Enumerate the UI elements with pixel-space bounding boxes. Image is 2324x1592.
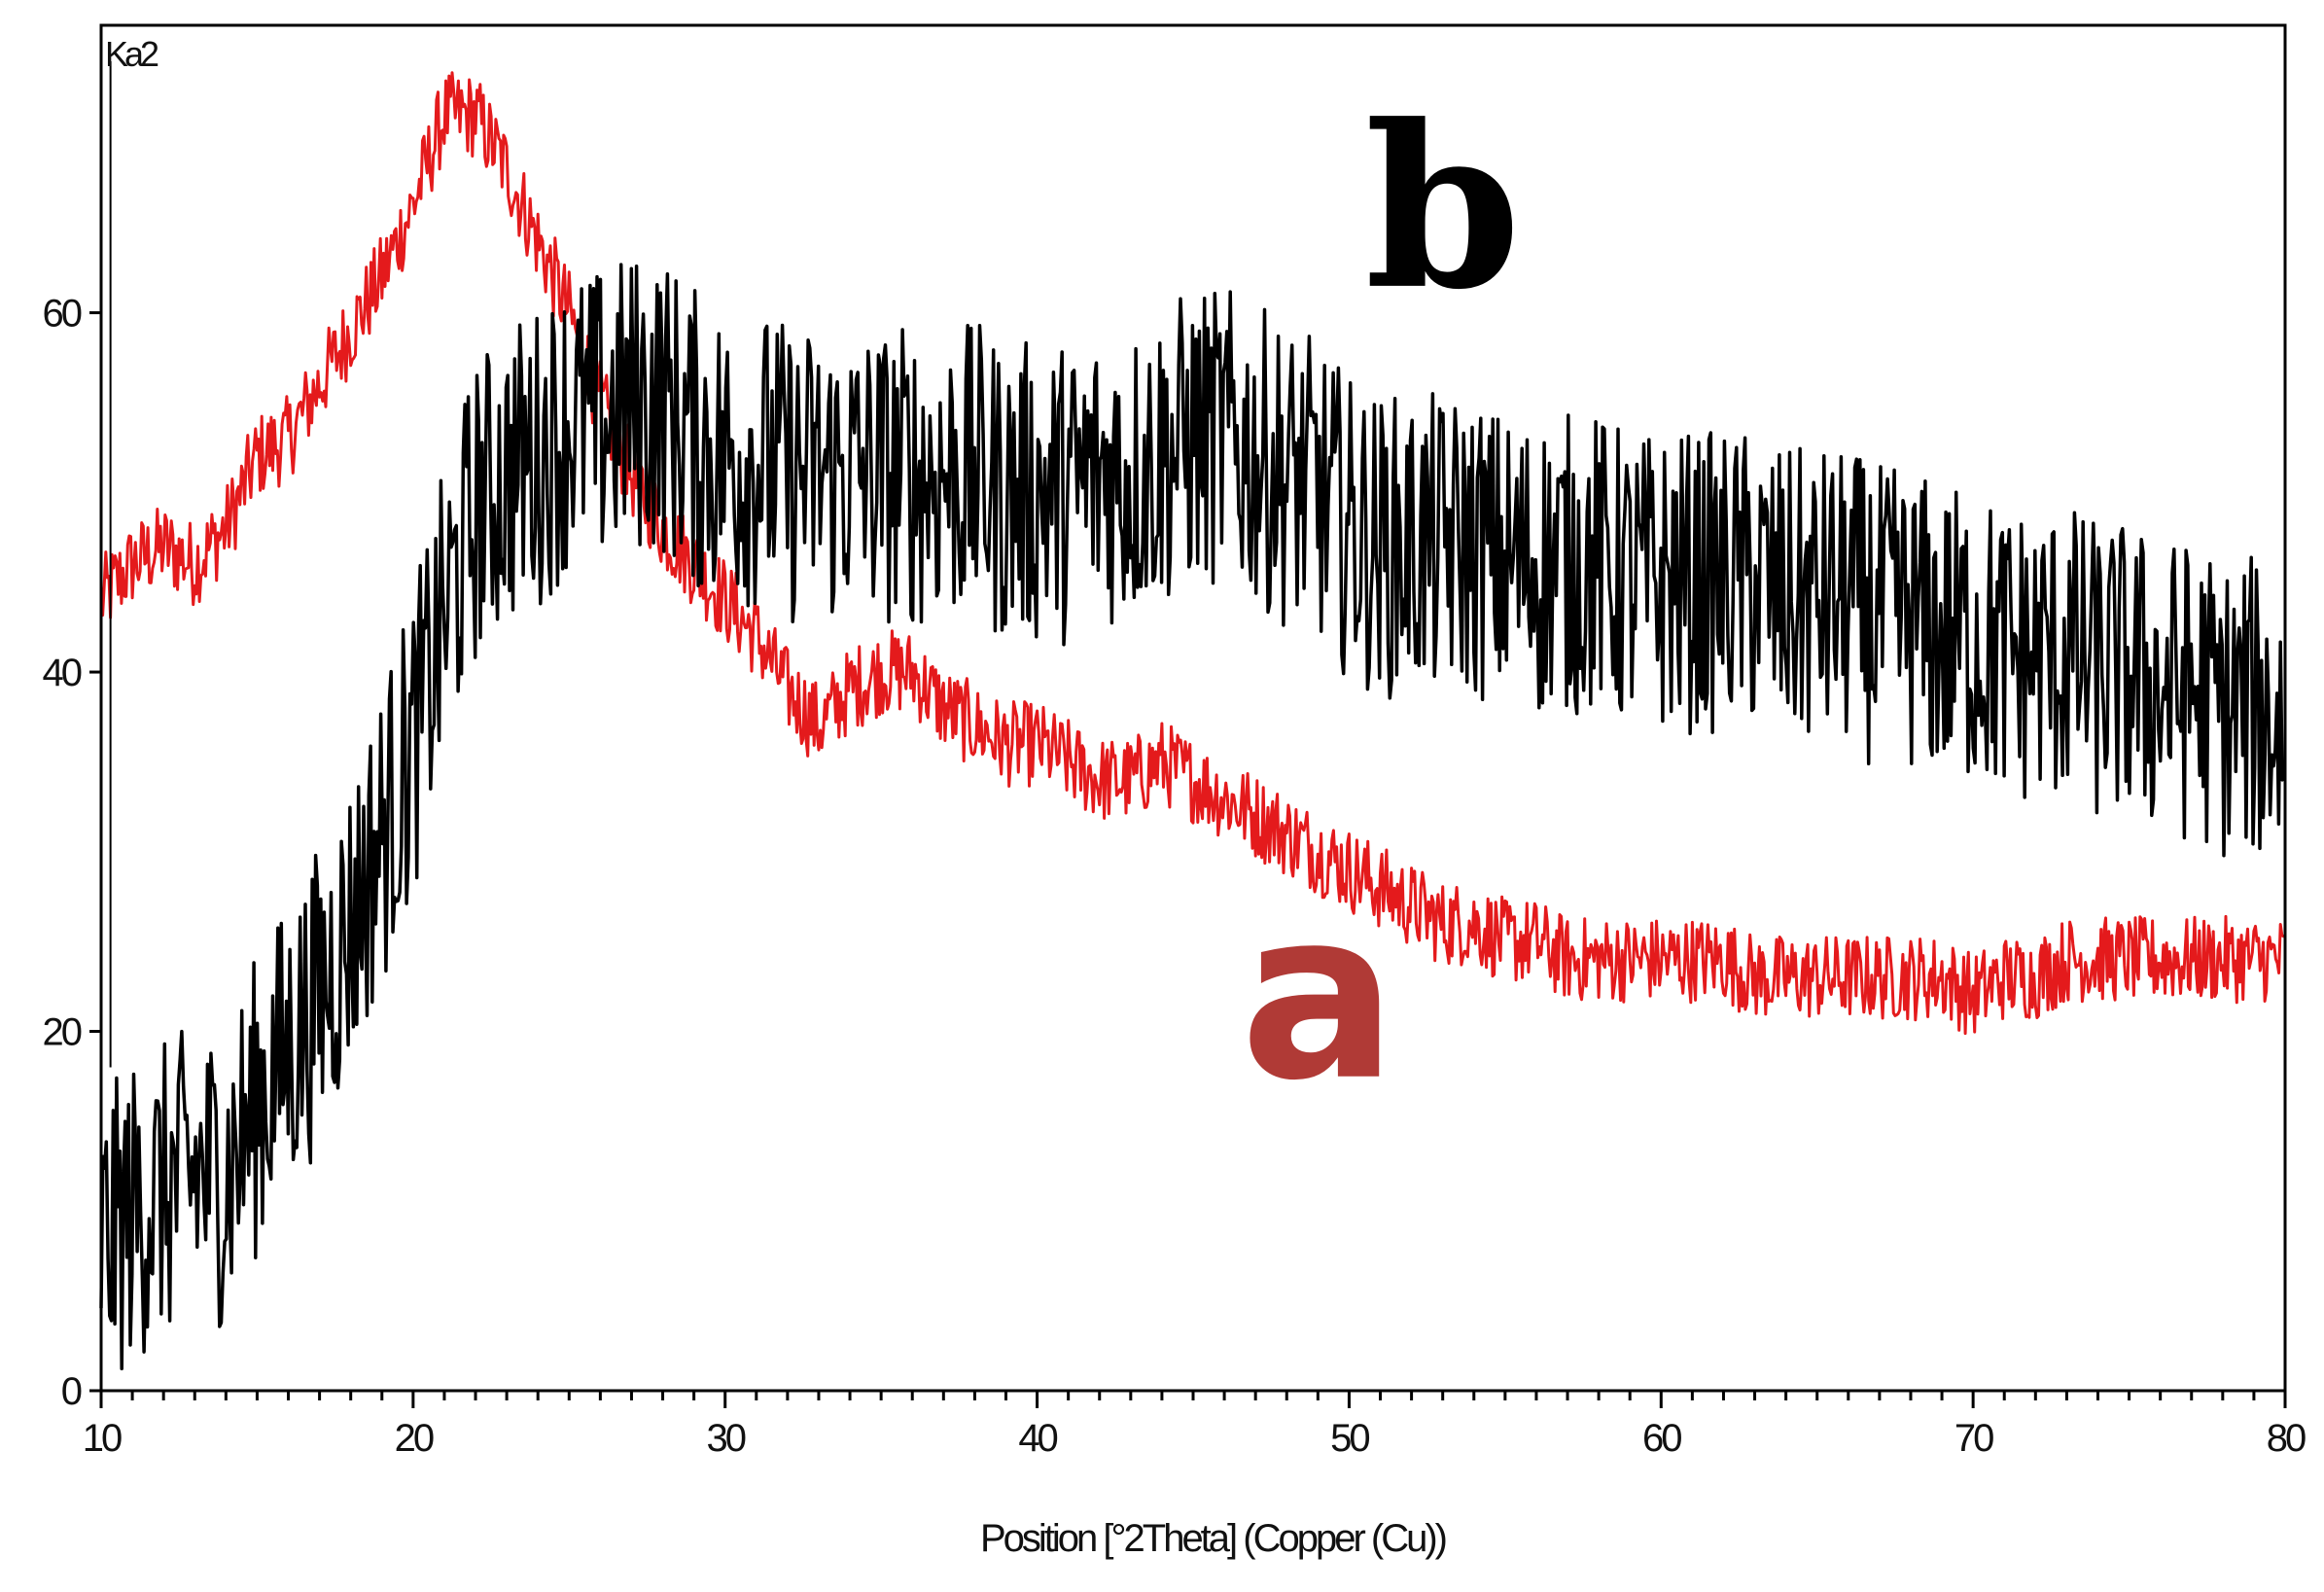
- x-tick-label: 50: [1330, 1417, 1369, 1460]
- x-tick-label: 80: [2267, 1417, 2306, 1460]
- series-a-line: [99, 71, 2286, 1036]
- x-tick-label: 10: [83, 1417, 122, 1460]
- series-b-label: b: [1364, 77, 1521, 339]
- x-axis-title: Position [°2Theta] (Copper (Cu)): [980, 1517, 1446, 1560]
- series-layer: [99, 71, 2286, 1371]
- x-tick-label: 70: [1954, 1417, 1993, 1460]
- x-tick-label: 40: [1018, 1417, 1057, 1460]
- series-a-label: a: [1240, 860, 1397, 1132]
- y-tick-label: 0: [61, 1370, 82, 1413]
- x-tick-label: 60: [1642, 1417, 1681, 1460]
- label-layer: Ka2 Position [°2Theta] (Copper (Cu)) a b: [105, 34, 1521, 1560]
- y-tick-label: 40: [43, 652, 82, 694]
- series-b-line: [99, 263, 2286, 1371]
- corner-label: Ka2: [105, 34, 158, 74]
- y-tick-label: 20: [43, 1011, 82, 1054]
- x-tick-label: 30: [706, 1417, 745, 1460]
- axis-layer: 10 20 30 40 50 60 70 80 0 20 40 60: [43, 23, 2308, 1460]
- y-tick-label: 60: [43, 293, 82, 336]
- x-tick-label: 20: [395, 1417, 434, 1460]
